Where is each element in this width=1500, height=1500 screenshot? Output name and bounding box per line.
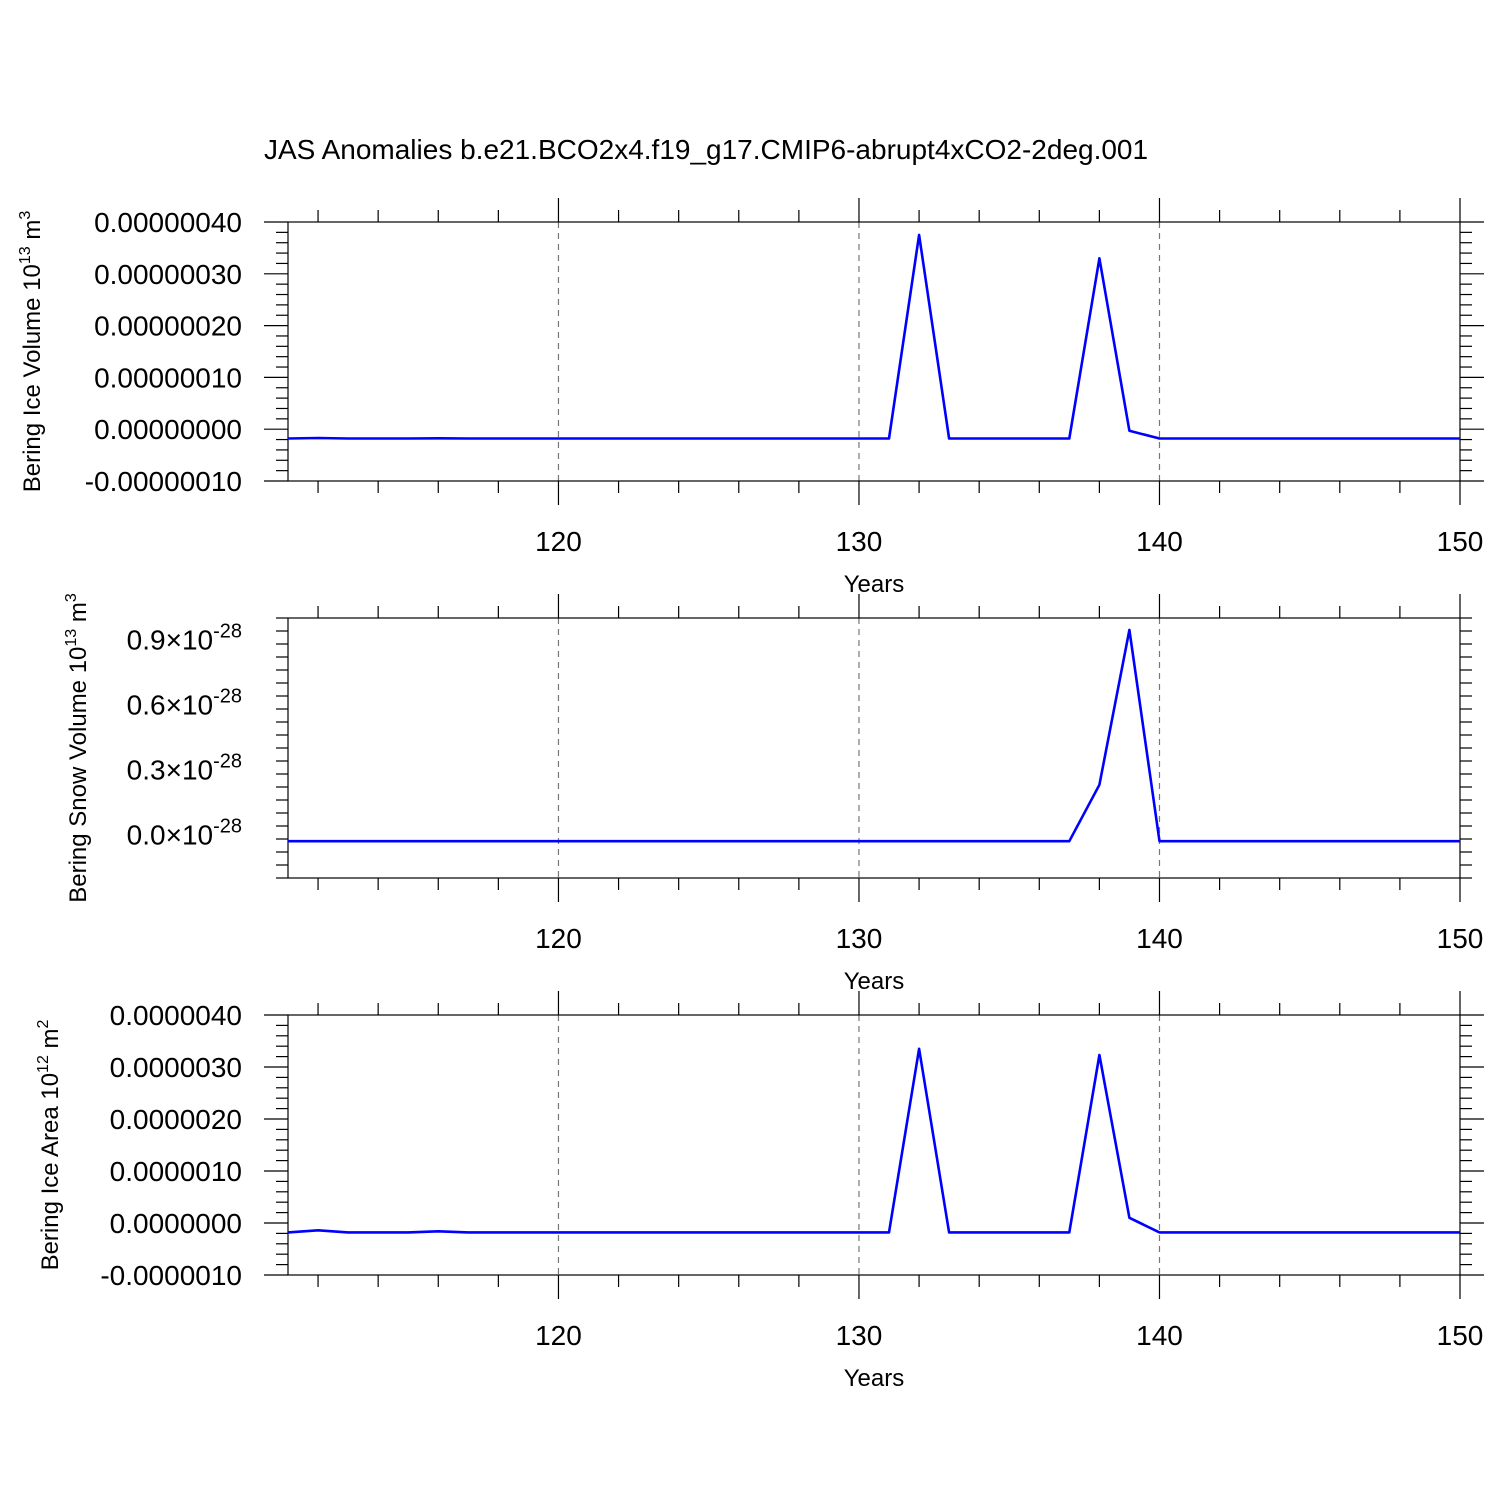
figure-title: JAS Anomalies b.e21.BCO2x4.f19_g17.CMIP6…	[264, 134, 1148, 165]
y-tick-label: 0.00000010	[94, 362, 242, 393]
plot-frame	[287, 1014, 1461, 1276]
y-tick-label: 0.9×10-28	[127, 621, 242, 656]
y-tick-label: 0.0×10-28	[127, 816, 242, 851]
y-tick-label: 0.00000020	[94, 311, 242, 342]
x-tick-label: 140	[1136, 923, 1183, 954]
x-axis-label: Years	[844, 968, 905, 995]
y-tick-label: 0.0000010	[110, 1156, 242, 1187]
chart-panel-2: 120 130 140 150 Years 0.0×10-28 0.3×10-28 0.6×1…	[63, 593, 1483, 995]
chart-panels: 120 130 140 150 Years -0.00000010 0.00000000 0.…	[17, 198, 1484, 1392]
x-tick-label: 120	[535, 526, 582, 557]
y-tick-label: 0.3×10-28	[127, 751, 242, 786]
x-tick-label: 140	[1136, 526, 1183, 557]
plot-frame	[287, 221, 1461, 482]
x-axis-label: Years	[844, 1365, 905, 1392]
y-tick-label: 0.00000030	[94, 259, 242, 290]
y-axis-label: Bering Ice Area 1012 m2	[35, 1019, 64, 1270]
y-tick-label: 0.6×10-28	[127, 686, 242, 721]
chart-panel-3: 120 130 140 150 Years -0.0000010 0.0000000 0.00…	[35, 991, 1484, 1392]
x-tick-label: 130	[836, 923, 883, 954]
x-tick-label: 140	[1136, 1320, 1183, 1351]
y-tick-label: 0.00000040	[94, 207, 242, 238]
chart-panel-1: 120 130 140 150 Years -0.00000010 0.00000000 0.…	[17, 198, 1484, 598]
y-tick-label: 0.0000040	[110, 1000, 242, 1031]
y-tick-label: 0.0000020	[110, 1104, 242, 1135]
y-tick-label: -0.0000010	[100, 1260, 242, 1291]
x-tick-label: 120	[535, 923, 582, 954]
x-axis-label: Years	[844, 571, 905, 598]
y-tick-label: 0.0000000	[110, 1208, 242, 1239]
series-line	[287, 233, 1460, 440]
y-axis-label: Bering Ice Volume 1013 m3	[17, 211, 46, 493]
y-tick-label: -0.00000010	[85, 466, 242, 497]
y-axis-label: Bering Snow Volume 1013 m3	[63, 593, 92, 903]
plot-frame	[287, 617, 1461, 879]
series-line	[287, 1047, 1460, 1234]
x-tick-label: 150	[1437, 923, 1484, 954]
x-tick-label: 130	[836, 526, 883, 557]
x-tick-label: 150	[1437, 526, 1484, 557]
x-tick-label: 120	[535, 1320, 582, 1351]
series-line	[288, 628, 1460, 843]
x-tick-label: 130	[836, 1320, 883, 1351]
y-tick-label: 0.00000000	[94, 414, 242, 445]
y-tick-label: 0.0000030	[110, 1052, 242, 1083]
x-tick-label: 150	[1437, 1320, 1484, 1351]
